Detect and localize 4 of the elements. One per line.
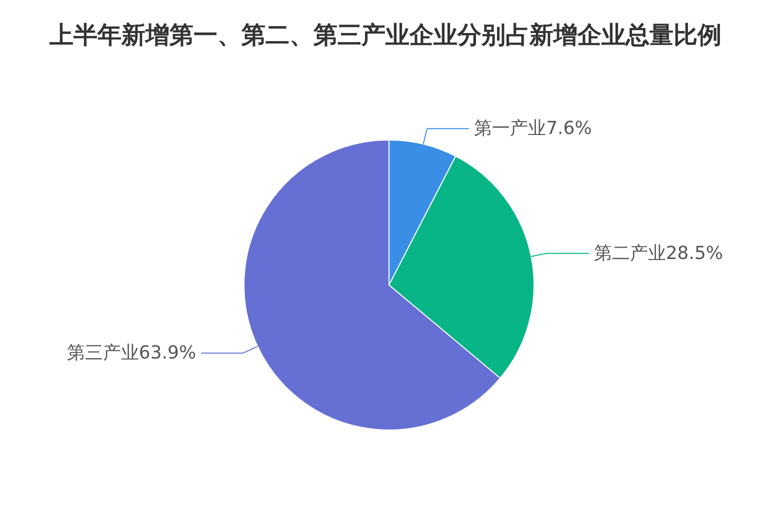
slice-label: 第一产业7.6% xyxy=(474,118,592,140)
chart-title: 上半年新增第一、第二、第三产业企业分别占新增企业总量比例 xyxy=(48,20,722,51)
slice-label: 第二产业28.5% xyxy=(594,242,724,264)
slice-label: 第三产业63.9% xyxy=(66,342,196,364)
